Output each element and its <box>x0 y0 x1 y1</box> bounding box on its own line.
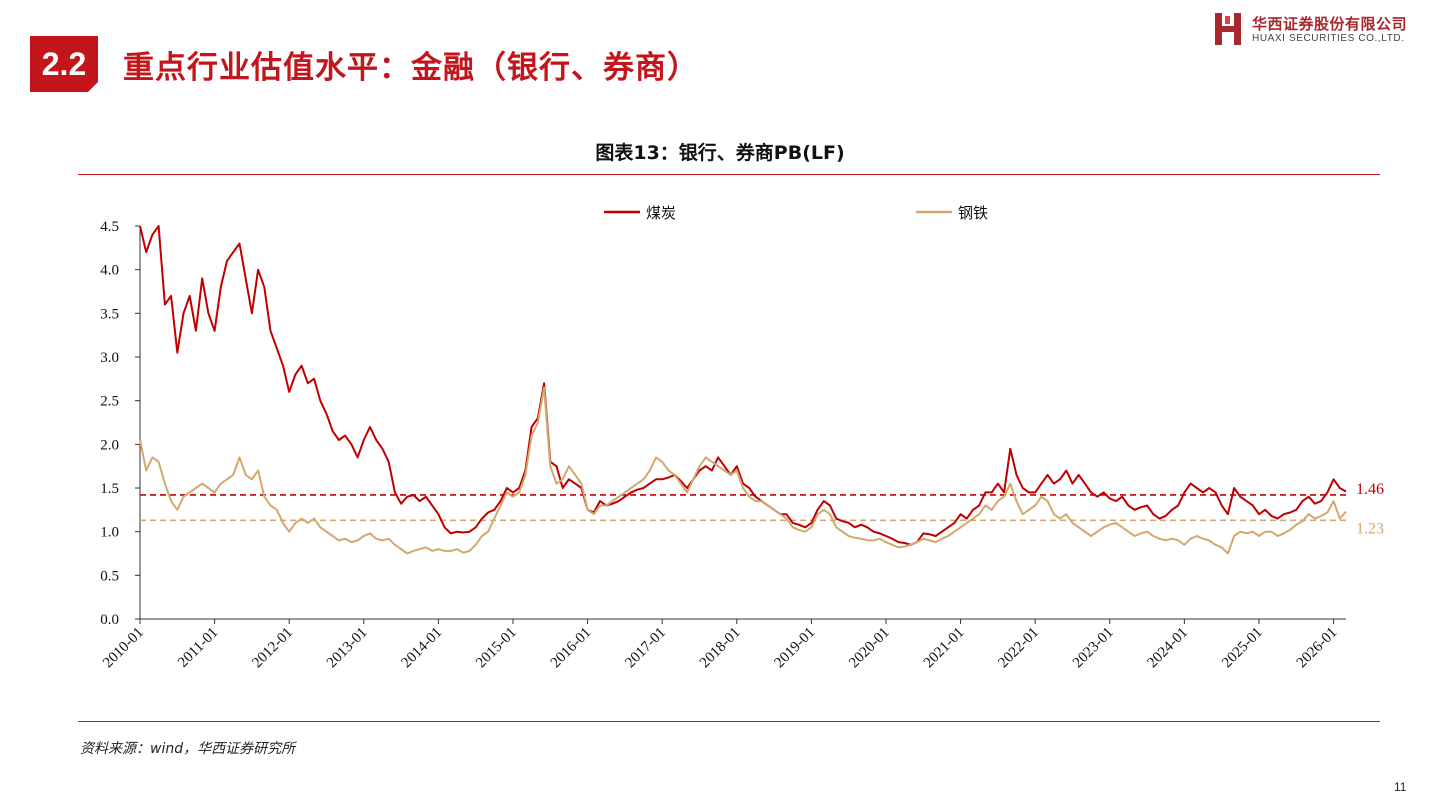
series-line-1 <box>139 225 1347 546</box>
y-tick-label: 4.5 <box>100 219 119 235</box>
x-tick-label: 2013-01 <box>324 625 371 672</box>
x-tick-label: 2016-01 <box>548 625 595 672</box>
legend-label-2: 钢铁 <box>958 204 988 222</box>
chart-title: 图表13：银行、券商PB(LF) <box>595 142 845 164</box>
company-logo: 华西证券股份有限公司 HUAXI SECURITIES CO.,LTD. <box>1214 12 1429 50</box>
x-tick-label: 2023-01 <box>1070 625 1117 672</box>
page-number: 11 <box>1394 780 1407 794</box>
title-divider <box>78 174 1380 175</box>
x-tick-label: 2020-01 <box>846 625 893 672</box>
huaxi-logo-icon <box>1215 13 1241 45</box>
y-tick-label: 2.0 <box>100 437 119 453</box>
x-tick-label: 2014-01 <box>399 625 446 672</box>
footer-divider <box>78 721 1380 722</box>
y-tick-label: 0.5 <box>100 568 119 584</box>
x-tick-label: 2018-01 <box>697 625 744 672</box>
legend-label-1: 煤炭 <box>646 204 676 222</box>
x-tick-label: 2024-01 <box>1145 625 1192 672</box>
source-note: 资料来源：wind，华西证券研究所 <box>80 741 296 757</box>
logo-english-name: HUAXI SECURITIES CO.,LTD. <box>1252 33 1405 44</box>
y-tick-label: 0.0 <box>100 612 119 628</box>
x-tick-label: 2021-01 <box>921 625 968 672</box>
x-tick-label: 2022-01 <box>995 625 1042 672</box>
y-tick-label: 2.5 <box>100 394 119 410</box>
x-tick-label: 2017-01 <box>622 625 669 672</box>
x-tick-label: 2010-01 <box>100 625 147 672</box>
end-value-label-1: 1.46 <box>1356 481 1384 498</box>
x-tick-label: 2026-01 <box>1294 625 1341 672</box>
y-tick-label: 3.5 <box>100 306 119 322</box>
y-tick-label: 3.0 <box>100 350 119 366</box>
end-value-label-2: 1.23 <box>1356 520 1384 537</box>
x-tick-label: 2011-01 <box>175 625 221 671</box>
y-tick-label: 4.0 <box>100 263 119 279</box>
section-number: 2.2 <box>41 46 87 82</box>
section-title: 重点行业估值水平：金融（银行、券商） <box>123 50 699 86</box>
x-tick-label: 2019-01 <box>772 625 819 672</box>
x-tick-label: 2025-01 <box>1219 625 1266 672</box>
x-tick-label: 2015-01 <box>473 625 520 672</box>
section-number-badge: 2.2 <box>30 36 98 92</box>
x-tick-label: 2012-01 <box>249 625 296 672</box>
y-tick-label: 1.0 <box>100 525 119 541</box>
badge-corner-cut <box>88 82 98 92</box>
logo-chinese-name: 华西证券股份有限公司 <box>1252 15 1408 33</box>
y-tick-label: 1.5 <box>100 481 119 497</box>
series-line-2 <box>139 386 1347 555</box>
